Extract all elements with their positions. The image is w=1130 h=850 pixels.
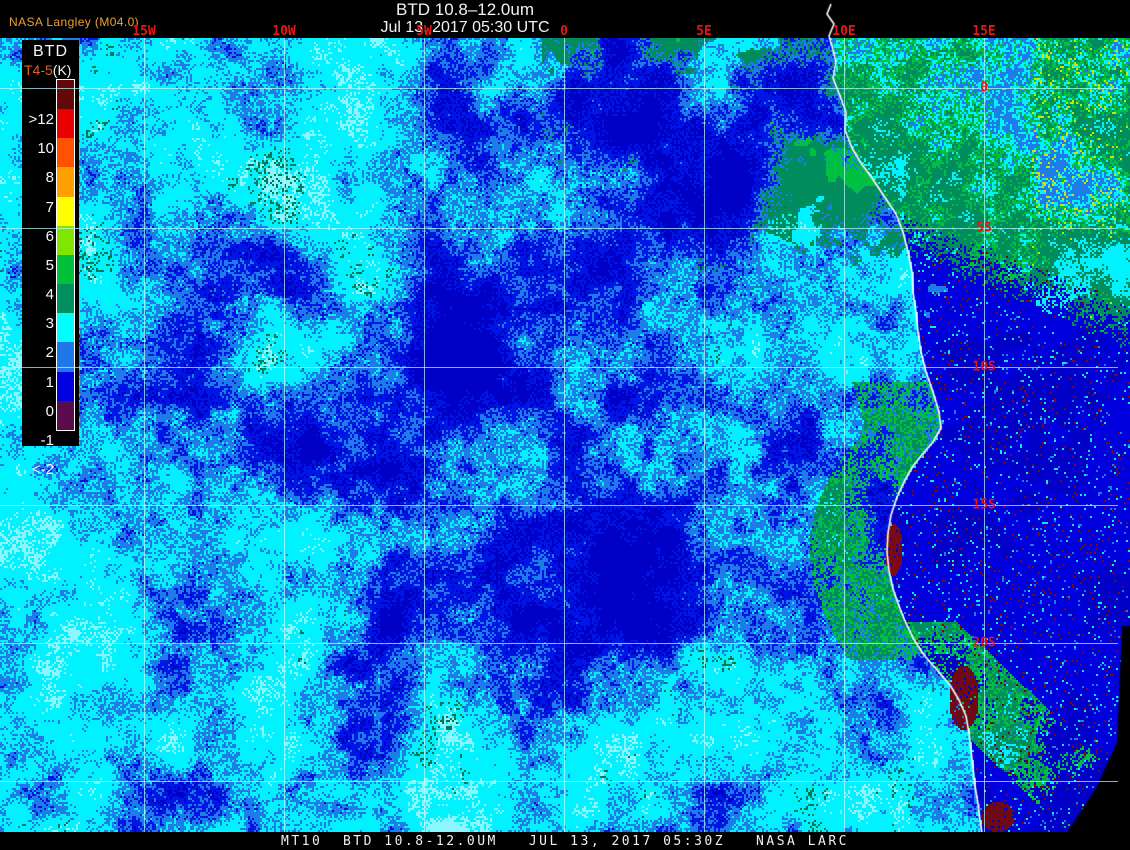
gridline-horizontal [0, 505, 1118, 506]
status-text: MT10 BTD 10.8-12.0UM JUL 13, 2017 05:30Z… [281, 834, 849, 849]
colorbar-segment [57, 167, 74, 197]
colorbar-tick: 10 [37, 140, 54, 158]
gridline-vertical [704, 38, 705, 832]
gridline-vertical [284, 38, 285, 832]
btd-colorbar-legend: BTD T4-5(K) >12 10 8 7 6 5 4 3 2 1 0 -1 <-2 [22, 40, 79, 478]
colorbar-segment [57, 313, 74, 343]
gridline-vertical [424, 38, 425, 832]
gridline-vertical [144, 38, 145, 832]
lon-label: 10W [272, 24, 296, 39]
gridline-horizontal [0, 228, 1118, 229]
colorbar-segment [57, 342, 74, 372]
gridline-horizontal [0, 367, 1118, 368]
colorbar-tick: 2 [45, 344, 54, 362]
gridline-vertical [564, 38, 565, 832]
lon-label: 0 [560, 24, 568, 39]
legend-units-t45: T4-5 [24, 62, 53, 78]
colorbar-tick: 8 [45, 169, 54, 187]
gridline-horizontal [0, 88, 1118, 89]
header-bar: NASA Langley (M04.0) BTD 10.8–12.0um Jul… [0, 0, 1130, 39]
gridline-horizontal [0, 781, 1118, 782]
gridline-horizontal [0, 643, 1118, 644]
timestamp: Jul 13, 2017 05:30 UTC [380, 19, 550, 36]
lon-label: 5E [696, 24, 712, 39]
colorbar-segment [57, 196, 74, 226]
lat-label: 0 [980, 80, 988, 96]
colorbar-tick: 4 [45, 286, 54, 303]
credit-label: NASA Langley (M04.0) [9, 15, 140, 29]
colorbar-segment [57, 109, 74, 139]
colorbar-tick: 6 [45, 227, 54, 245]
colorbar [56, 79, 75, 431]
colorbar-tick: <-2 [31, 461, 54, 478]
product-title: BTD 10.8–12.0um [396, 0, 534, 19]
legend-units-kelvin: (K) [52, 62, 72, 78]
colorbar-segment [57, 225, 74, 255]
title-block: BTD 10.8–12.0um Jul 13, 2017 05:30 UTC [300, 0, 630, 37]
status-bar: MT10 BTD 10.8-12.0UM JUL 13, 2017 05:30Z… [0, 832, 1130, 850]
lat-label: 15S [972, 497, 996, 513]
lat-label: 10S [972, 359, 996, 375]
colorbar-segment [57, 80, 74, 110]
legend-title: BTD [33, 43, 68, 60]
colorbar-segment [57, 254, 74, 285]
colorbar-segment [57, 138, 74, 168]
lon-label: 15E [972, 24, 996, 39]
lon-label: 10E [832, 24, 856, 39]
colorbar-tick: 7 [45, 198, 54, 216]
colorbar-tick: 3 [45, 315, 54, 333]
colorbar-segment [57, 400, 74, 430]
gridline-vertical [844, 38, 845, 832]
colorbar-segment [57, 371, 74, 401]
lon-label: 5W [416, 24, 432, 39]
colorbar-tick: 0 [45, 402, 54, 420]
gridline-vertical [984, 38, 985, 832]
colorbar-segment [57, 284, 74, 314]
lat-label: 20S [972, 635, 996, 651]
legend-units: T4-5(K) [24, 62, 84, 78]
colorbar-tick: 5 [45, 256, 54, 274]
lon-label: 15W [132, 24, 156, 39]
colorbar-tick: -1 [40, 431, 54, 449]
colorbar-tick: 1 [45, 373, 54, 391]
colorbar-tick: >12 [28, 111, 54, 128]
lat-label: 5S [976, 220, 992, 236]
